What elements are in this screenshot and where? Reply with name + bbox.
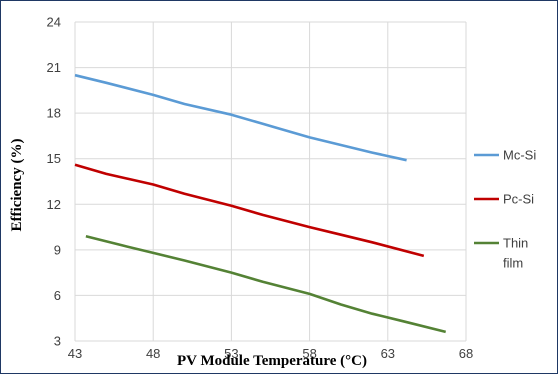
legend-label: Mc-Si [503,148,536,163]
series-line-pc-si [74,163,425,258]
x-tick-label: 63 [381,346,395,361]
y-tick-label: 24 [47,15,61,30]
x-tick-label: 53 [224,346,238,361]
legend: Mc-Si Pc-Si Thin film [474,148,536,271]
x-tick-label: 68 [459,346,473,361]
series-lines [74,73,447,334]
x-tick-labels: 43 48 53 58 63 68 [68,346,473,361]
grid-lines [74,21,467,342]
y-axis-title: Efficiency (%) [9,139,25,232]
y-tick-label: 3 [54,334,61,349]
y-tick-label: 6 [54,288,61,303]
x-tick-label: 58 [302,346,316,361]
y-tick-label: 12 [47,197,61,212]
series-line-thin-film [85,234,447,334]
y-tick-labels: 3 6 9 12 15 18 21 24 [47,15,61,349]
series-line-mc-si [74,73,407,162]
x-axis-title: PV Module Temperature (°C) [177,353,367,369]
y-tick-label: 15 [47,151,61,166]
y-tick-label: 21 [47,60,61,75]
y-tick-label: 9 [54,242,61,257]
legend-label: Pc-Si [503,192,534,207]
x-tick-label: 48 [146,346,160,361]
legend-label: Thin film [503,236,528,271]
y-tick-label: 18 [47,106,61,121]
x-tick-label: 43 [68,346,82,361]
